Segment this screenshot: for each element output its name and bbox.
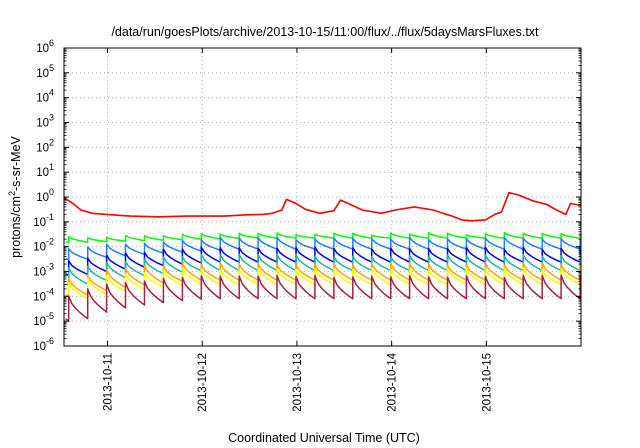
chart-title: /data/run/goesPlots/archive/2013-10-15/1…	[111, 25, 539, 39]
series-line	[63, 191, 582, 222]
series-line	[65, 236, 581, 261]
y-tick-label: 105	[36, 63, 54, 80]
y-tick-label: 10-3	[33, 262, 54, 279]
series-line	[65, 246, 581, 277]
x-axis: 2013-10-11 2013-10-12 2013-10-13 2013-10-14…	[103, 48, 493, 412]
series-line	[65, 253, 581, 286]
x-tick-label: 2013-10-14	[387, 352, 399, 411]
y-tick-label: 106	[36, 38, 54, 55]
plot-frame	[63, 47, 582, 347]
y-tick-label: 102	[36, 137, 54, 154]
y-axis-title-unit: protons/cm	[9, 196, 23, 258]
y-tick-label: 10-1	[33, 212, 54, 229]
y-tick-label: 101	[36, 162, 54, 179]
series-line	[65, 231, 581, 244]
series-line	[65, 267, 581, 301]
x-tick-label: 2013-10-13	[292, 353, 304, 412]
y-tick-label: 10-2	[33, 237, 54, 254]
grid-lines	[64, 48, 581, 346]
x-tick-label: 2013-10-12	[197, 353, 209, 412]
y-tick-label: 103	[36, 113, 54, 130]
y-tick-label: 10-4	[33, 286, 54, 303]
y-tick-label: 10-5	[33, 311, 54, 328]
x-axis-title: Coordinated Universal Time (UTC)	[228, 431, 420, 445]
series-line	[65, 261, 581, 298]
x-tick-label: 2013-10-11	[103, 353, 115, 411]
y-axis-title: protons/cm2-s-sr-MeV	[7, 135, 23, 257]
y-axis-title-rest: -s-sr-MeV	[9, 135, 23, 191]
y-tick-label: 100	[36, 187, 54, 204]
y-axis-title-sup: 2	[7, 191, 17, 196]
y-tick-label: 10-6	[33, 336, 54, 353]
x-tick-label: 2013-10-15	[481, 353, 493, 412]
y-tick-label: 104	[36, 88, 54, 105]
data-series	[63, 191, 582, 322]
series-line	[65, 274, 581, 322]
y-axis: 10-6 10-5 10-4 10-3 10-2 10-1 100 101 102 103 104 1…	[33, 38, 581, 353]
